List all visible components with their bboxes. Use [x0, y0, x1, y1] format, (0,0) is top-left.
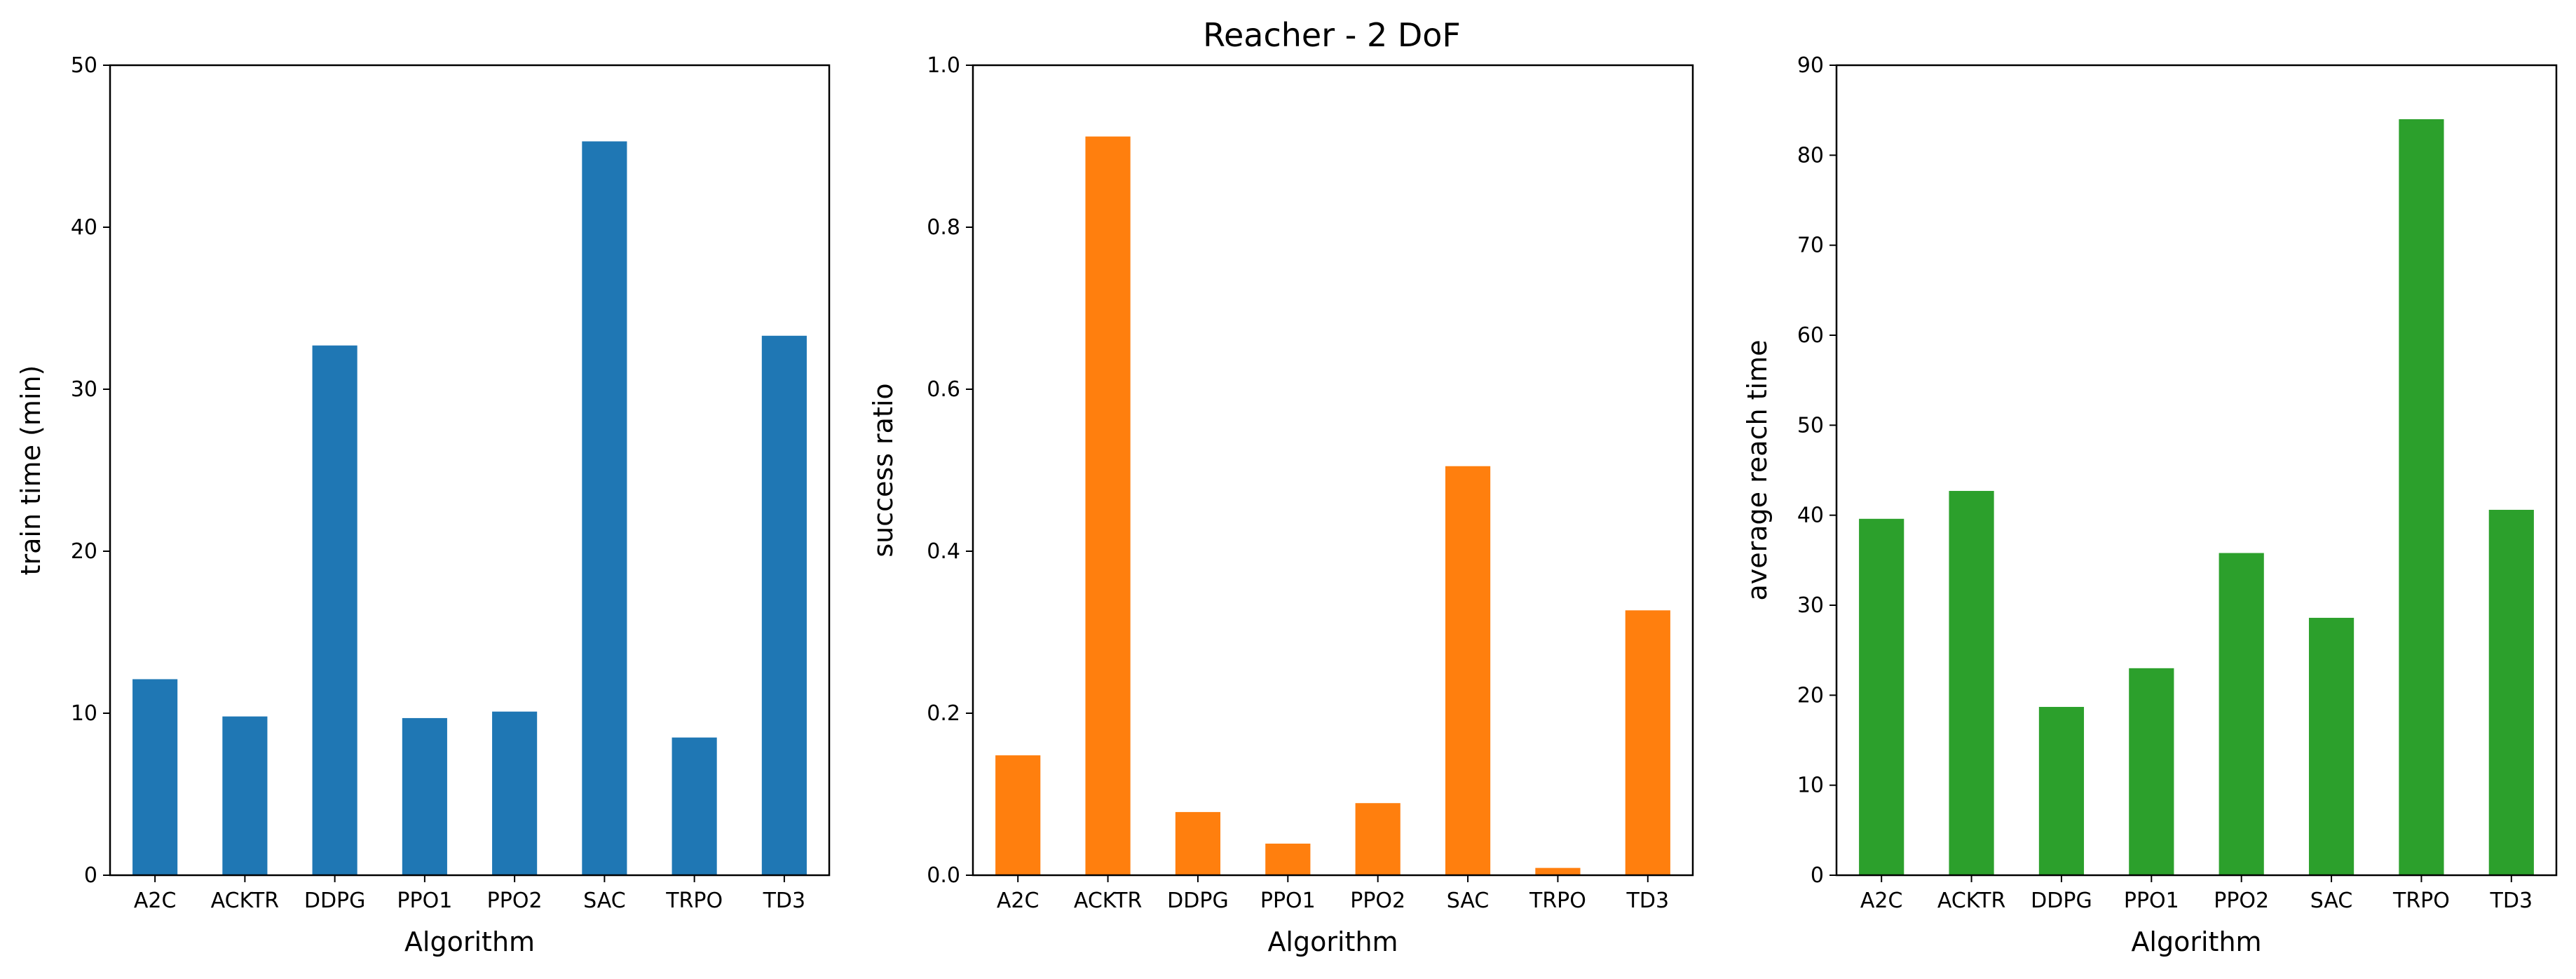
bar-ddpg	[2038, 707, 2085, 875]
y-tick-label: 10	[1797, 774, 1824, 798]
bar-td3	[1625, 610, 1670, 875]
bar-a2c	[1859, 518, 1904, 875]
x-tick-label: TD3	[763, 889, 806, 913]
x-tick-label: A2C	[134, 889, 177, 913]
y-tick-label: 70	[1797, 234, 1824, 258]
x-tick-label: PPO2	[487, 889, 543, 913]
bar-ppo2	[2219, 553, 2264, 875]
x-axis-label: Algorithm	[404, 926, 535, 957]
x-axis-label: Algorithm	[2131, 926, 2261, 957]
chart-panel-1: A2C ACKTR DDPG PPO1 PPO2 SAC TRPO TD3 0 10 20 30 40 5…	[15, 53, 831, 957]
y-axis-label: success ratio	[868, 383, 899, 557]
y-tick-label: 40	[1797, 504, 1824, 528]
x-tick-label: TD3	[1626, 889, 1670, 913]
plot-frame	[109, 64, 831, 877]
x-axis-label: Algorithm	[1267, 926, 1398, 957]
plot-frame	[972, 64, 1694, 877]
x-tick-label: SAC	[583, 889, 626, 913]
y-tick-label: 0.8	[927, 215, 960, 240]
x-tick-label: PPO1	[397, 889, 452, 913]
y-tick-label: 10	[71, 701, 97, 726]
x-tick-label: ACKTR	[1074, 889, 1142, 913]
bar-acktr	[222, 716, 268, 875]
x-tick-label: TRPO	[665, 889, 723, 913]
bar-td3	[761, 335, 807, 875]
bar-sac	[1445, 466, 1491, 875]
y-tick-label: 60	[1797, 323, 1824, 348]
plot-frame	[1835, 64, 2558, 877]
y-axis-label: average reach time	[1742, 339, 1773, 600]
bar-ppo1	[1265, 843, 1311, 875]
y-tick-label: 50	[1797, 413, 1824, 438]
chart-panel-3: A2C ACKTR DDPG PPO1 PPO2 SAC TRPO TD3 0 10 20 30 40 5…	[1742, 53, 2558, 957]
bar-ppo2	[492, 711, 538, 875]
x-tick-label: SAC	[2310, 889, 2353, 913]
x-tick-label: PPO1	[1260, 889, 1316, 913]
x-tick-label: PPO1	[2124, 889, 2179, 913]
y-tick-label: 30	[71, 377, 97, 402]
x-tick-label: SAC	[1447, 889, 1490, 913]
bar-ddpg	[1175, 811, 1221, 875]
y-tick-label: 0	[84, 863, 97, 888]
bar-ppo1	[2129, 668, 2174, 875]
bar-td3	[2488, 509, 2534, 875]
bar-sac	[582, 141, 627, 875]
x-tick-label: A2C	[997, 889, 1040, 913]
y-tick-label: 0.6	[927, 377, 960, 402]
x-tick-label: PPO2	[2214, 889, 2269, 913]
bar-a2c	[995, 755, 1041, 875]
y-tick-label: 90	[1797, 53, 1824, 78]
y-tick-label: 1.0	[927, 53, 960, 78]
y-tick-label: 40	[71, 215, 97, 240]
bar-trpo	[672, 737, 717, 875]
y-tick-label: 0	[1811, 863, 1824, 888]
x-tick-label: TD3	[2490, 889, 2533, 913]
y-tick-label: 0.4	[927, 539, 960, 564]
x-tick-label: ACKTR	[211, 889, 279, 913]
y-tick-label: 30	[1797, 593, 1824, 618]
x-tick-label: DDPG	[1167, 889, 1229, 913]
x-tick-label: TRPO	[1529, 889, 1586, 913]
bar-trpo	[2399, 119, 2444, 875]
bar-acktr	[1949, 491, 1994, 875]
x-tick-label: PPO2	[1350, 889, 1405, 913]
y-tick-label: 50	[71, 53, 97, 78]
charts-container: A2C ACKTR DDPG PPO1 PPO2 SAC TRPO TD3 0 10 20 30 40 5…	[15, 53, 2558, 957]
y-tick-label: 20	[71, 539, 97, 564]
bar-ppo2	[1355, 803, 1401, 875]
x-tick-label: ACKTR	[1937, 889, 2005, 913]
x-tick-label: DDPG	[2031, 889, 2092, 913]
bar-ppo1	[402, 717, 447, 875]
figure-title: Reacher - 2 DoF	[1203, 16, 1461, 54]
y-tick-label: 80	[1797, 143, 1824, 168]
bar-sac	[2308, 617, 2354, 875]
x-tick-label: TRPO	[2392, 889, 2450, 913]
x-tick-label: DDPG	[304, 889, 366, 913]
bar-acktr	[1085, 136, 1131, 875]
bar-trpo	[1535, 867, 1581, 875]
y-tick-label: 0.0	[927, 863, 960, 888]
bar-a2c	[132, 679, 178, 875]
chart-panel-2: A2C ACKTR DDPG PPO1 PPO2 SAC TRPO TD3 0.0 0.2 0.4 0…	[868, 53, 1694, 957]
x-tick-label: A2C	[1860, 889, 1903, 913]
bar-ddpg	[312, 345, 357, 875]
y-tick-label: 0.2	[927, 701, 960, 726]
y-axis-label: train time (min)	[15, 365, 46, 576]
y-tick-label: 20	[1797, 683, 1824, 708]
